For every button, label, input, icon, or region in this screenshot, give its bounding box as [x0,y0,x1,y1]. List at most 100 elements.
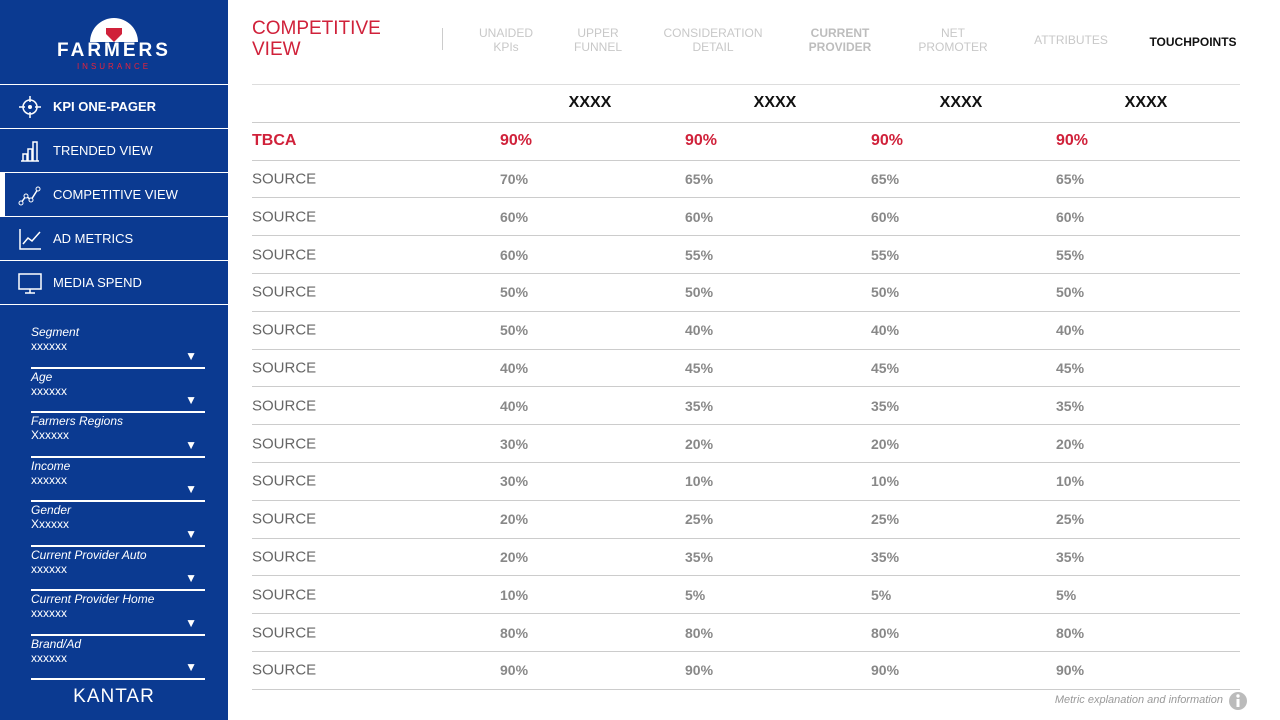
filter-value[interactable]: Xxxxxx [31,517,70,531]
dropdown-arrow[interactable]: ▼ [185,437,197,452]
cell: 30% [500,473,529,490]
dropdown-arrow[interactable]: ▼ [185,660,197,674]
table-row: SOURCE 70% 65% 65% 65% [252,161,1240,199]
filter-dropdown[interactable]: Income xxxxxx ▼ [31,458,205,502]
nav-icon [18,186,41,206]
dropdown-arrow[interactable]: ▼ [185,393,197,407]
table-row: SOURCE 50% 50% 50% 50% [252,274,1240,312]
tab[interactable]: UNAIDED KPIs [478,26,533,54]
nav-label[interactable]: MEDIA SPEND [53,275,142,290]
brand: FARMERS [57,40,171,61]
dropdown-arrow[interactable]: ▼ [185,348,197,363]
nav-item[interactable]: MEDIA SPEND [0,261,228,305]
cell: 25% [871,511,900,528]
filter-value[interactable]: xxxxxx [31,383,67,398]
dropdown-arrow[interactable]: ▼ [185,482,197,496]
filter-label: Income [31,458,71,473]
row-label: SOURCE [252,472,317,490]
table-row: SOURCE 60% 60% 60% 60% [252,198,1240,237]
nav-label[interactable]: KPI ONE-PAGER [53,99,157,114]
table-row: SOURCE 90% 90% 90% 90% [252,652,1240,690]
row-label: SOURCE [252,246,317,264]
row-label: SOURCE [252,321,317,339]
row-label: SOURCE [252,283,317,301]
cell: 70% [500,170,529,187]
filter-dropdown[interactable]: Current Provider Home xxxxxx ▼ [31,591,205,636]
tab[interactable]: CURRENT PROVIDER [808,26,872,54]
cell: 90% [500,132,533,150]
cell: 80% [871,624,900,641]
nav-item[interactable]: COMPETITIVE VIEW [0,173,228,217]
filter-dropdown[interactable]: Segment xxxxxx ▼ [31,324,205,369]
column-header: XXXX [753,94,797,112]
filter-label: Current Provider Auto [31,547,147,562]
cell: 35% [685,397,714,414]
cell: 65% [871,170,900,187]
row-label: SOURCE [252,359,317,377]
filter-dropdown[interactable]: Current Provider Auto xxxxxx ▼ [31,547,205,591]
tab[interactable]: UPPER FUNNEL [573,26,622,54]
tab[interactable]: CONSIDERATION DETAIL [663,26,763,54]
page-title: COMPETITIVE VIEW [252,18,381,60]
table: XXXX XXXX XXXX XXXX TBCA 90% 90% 90% 90% SOURCE 70… [252,84,1240,690]
tab[interactable]: ATTRIBUTES [1034,33,1108,47]
nav-label[interactable]: COMPETITIVE VIEW [53,187,178,202]
cell: 65% [685,170,714,187]
cell: 20% [500,548,529,565]
dropdown-arrow[interactable]: ▼ [185,615,197,630]
header-row: XXXX XXXX XXXX XXXX [252,85,1240,123]
nav-label[interactable]: TRENDED VIEW [53,143,153,158]
cell: 50% [500,322,529,339]
row-label: SOURCE [252,208,317,226]
cell: 90% [871,132,904,150]
row-label: SOURCE [252,586,317,604]
cell: 10% [500,586,529,603]
cell: 90% [1056,662,1085,679]
footnote[interactable]: Metric explanation and information [1054,694,1223,706]
cell: 5% [685,586,706,603]
table-row: TBCA 90% 90% 90% 90% [252,123,1240,161]
filter-dropdown[interactable]: Gender Xxxxxx ▼ [31,502,205,547]
nav-icon [18,273,42,294]
footer-logo: KANTAR [73,686,155,707]
filter-value[interactable]: xxxxxx [31,606,67,620]
table-row: SOURCE 60% 55% 55% 55% [252,236,1240,274]
column-header: XXXX [1124,94,1168,112]
brand-sub: INSURANCE [76,62,152,71]
row-label: SOURCE [252,170,317,188]
table-row: SOURCE 40% 45% 45% 45% [252,350,1240,388]
cell: 55% [871,246,900,263]
filter-dropdown[interactable]: Brand/Ad xxxxxx ▼ [31,636,205,680]
cell: 50% [685,284,714,301]
table-row: SOURCE 20% 35% 35% 35% [252,539,1240,577]
cell: 60% [1056,208,1085,225]
cell: 25% [1056,511,1085,528]
cell: 90% [871,662,900,679]
row-label: SOURCE [252,624,317,642]
filter-dropdown[interactable]: Farmers Regions Xxxxxx ▼ [31,413,205,458]
cell: 40% [500,397,529,414]
nav-item[interactable]: KPI ONE-PAGER [0,85,228,129]
filter-value[interactable]: xxxxxx [31,650,67,665]
dropdown-arrow[interactable]: ▼ [185,571,197,585]
filter-value[interactable]: xxxxxx [31,339,67,353]
cell: 80% [500,624,529,641]
nav-item[interactable]: AD METRICS [0,217,228,261]
cell: 25% [685,511,714,528]
cell: 40% [871,322,900,339]
filter-dropdown[interactable]: Age xxxxxx ▼ [31,369,205,413]
filter-value[interactable]: xxxxxx [31,561,67,576]
cell: 50% [871,284,900,301]
tab[interactable]: TOUCHPOINTS [1149,35,1237,49]
cell: 30% [500,435,529,452]
info-icon[interactable] [1228,691,1248,711]
tab[interactable]: NET PROMOTER [918,26,988,54]
nav-label[interactable]: AD METRICS [53,231,134,246]
filter-label: Segment [31,325,80,339]
filter-value[interactable]: xxxxxx [31,472,67,487]
filter-value[interactable]: Xxxxxx [31,428,70,442]
cell: 35% [1056,397,1085,414]
table-row: SOURCE 30% 20% 20% 20% [252,425,1240,463]
nav-item[interactable]: TRENDED VIEW [0,129,228,173]
dropdown-arrow[interactable]: ▼ [185,526,197,541]
